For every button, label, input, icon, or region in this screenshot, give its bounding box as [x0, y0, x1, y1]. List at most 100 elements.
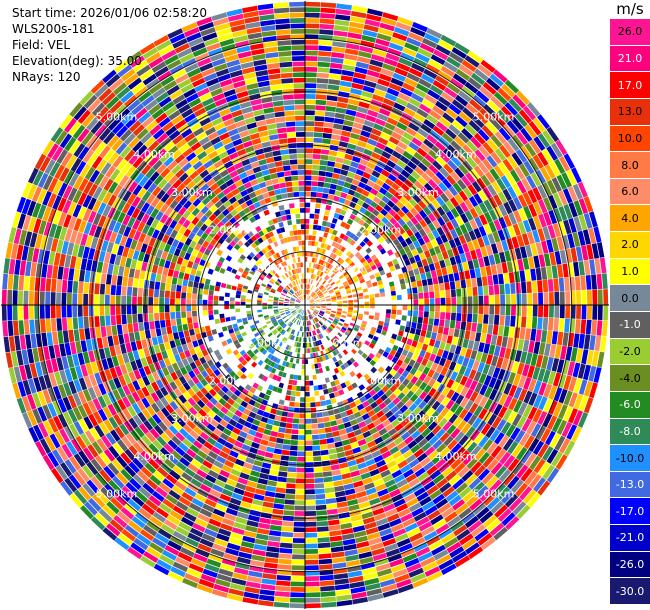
velocity-gate	[219, 267, 226, 274]
velocity-gate	[137, 313, 143, 323]
velocity-gate	[372, 281, 378, 287]
velocity-gate	[435, 305, 440, 312]
velocity-gate	[268, 372, 275, 379]
velocity-gate	[75, 365, 83, 379]
velocity-gate	[254, 232, 261, 240]
velocity-gate	[258, 444, 268, 452]
velocity-gate	[429, 291, 435, 299]
velocity-gate	[285, 361, 290, 368]
velocity-gate	[315, 494, 326, 500]
velocity-gate	[431, 229, 440, 239]
velocity-gate	[515, 131, 529, 146]
velocity-gate	[167, 439, 178, 450]
velocity-gate	[7, 274, 14, 290]
velocity-gate	[158, 482, 171, 494]
velocity-gate	[317, 537, 330, 543]
velocity-gate	[499, 451, 511, 465]
velocity-gate	[151, 402, 161, 413]
velocity-gate	[356, 272, 363, 278]
velocity-gate	[340, 522, 353, 530]
velocity-gate	[236, 511, 249, 520]
velocity-gate	[128, 228, 137, 239]
velocity-gate	[446, 265, 453, 275]
velocity-gate	[243, 462, 253, 470]
velocity-gate	[421, 157, 432, 168]
velocity-gate	[490, 264, 498, 275]
velocity-gate	[479, 396, 489, 408]
velocity-gate	[493, 113, 506, 127]
velocity-gate	[346, 290, 352, 294]
velocity-gate	[546, 145, 558, 161]
velocity-gate	[380, 393, 388, 402]
velocity-gate	[163, 141, 175, 152]
velocity-gate	[580, 319, 587, 334]
velocity-gate	[505, 516, 520, 530]
velocity-gate	[336, 310, 342, 313]
velocity-gate	[90, 476, 104, 490]
velocity-gate	[385, 373, 393, 381]
velocity-gate	[229, 583, 246, 591]
velocity-gate	[454, 167, 465, 179]
velocity-gate	[319, 311, 325, 315]
velocity-gate	[187, 532, 202, 543]
velocity-gate	[274, 338, 280, 344]
velocity-gate	[60, 480, 73, 496]
velocity-gate	[340, 246, 346, 253]
velocity-gate	[511, 294, 516, 305]
velocity-gate	[476, 485, 489, 498]
velocity-gate	[56, 318, 63, 331]
velocity-gate	[29, 363, 38, 378]
velocity-gate	[406, 497, 419, 508]
velocity-gate	[464, 330, 471, 340]
velocity-gate	[549, 344, 557, 358]
velocity-gate	[504, 283, 511, 295]
velocity-gate	[344, 285, 350, 290]
velocity-gate	[170, 312, 176, 320]
velocity-gate	[330, 281, 336, 286]
velocity-gate	[208, 380, 217, 388]
velocity-gate	[305, 110, 315, 116]
velocity-gate	[418, 305, 424, 311]
velocity-gate	[200, 378, 208, 387]
velocity-gate	[104, 483, 117, 497]
velocity-gate	[192, 340, 199, 348]
velocity-gate	[358, 275, 364, 281]
velocity-gate	[333, 573, 349, 580]
velocity-gate	[213, 428, 223, 437]
velocity-gate	[47, 452, 60, 468]
velocity-gate	[316, 187, 324, 193]
velocity-gate	[450, 140, 462, 152]
velocity-gate	[292, 329, 296, 335]
velocity-gate	[427, 232, 435, 241]
velocity-gate	[394, 474, 405, 484]
velocity-gate	[399, 248, 406, 256]
velocity-gate	[503, 455, 516, 469]
velocity-gate	[47, 387, 57, 402]
velocity-gate	[465, 278, 472, 288]
velocity-gate	[329, 453, 338, 460]
velocity-gate	[244, 241, 251, 248]
velocity-gate	[265, 551, 279, 558]
velocity-gate	[417, 128, 429, 138]
velocity-gate	[302, 321, 305, 326]
velocity-gate	[312, 263, 316, 269]
velocity-gate	[80, 364, 89, 377]
velocity-gate	[305, 202, 311, 208]
velocity-gate	[142, 116, 155, 128]
velocity-gate	[68, 268, 75, 281]
velocity-gate	[297, 446, 305, 451]
velocity-gate	[241, 331, 247, 337]
velocity-gate	[274, 443, 283, 449]
velocity-gate	[144, 462, 157, 474]
velocity-gate	[516, 504, 531, 520]
velocity-gate	[50, 305, 56, 319]
velocity-gate	[392, 568, 408, 578]
velocity-gate	[69, 102, 83, 118]
velocity-gate	[395, 319, 401, 325]
velocity-gate	[13, 320, 19, 336]
velocity-gate	[103, 113, 117, 127]
velocity-gate	[251, 441, 260, 449]
velocity-gate	[346, 559, 361, 567]
velocity-gate	[191, 376, 200, 385]
velocity-gate	[423, 292, 429, 299]
